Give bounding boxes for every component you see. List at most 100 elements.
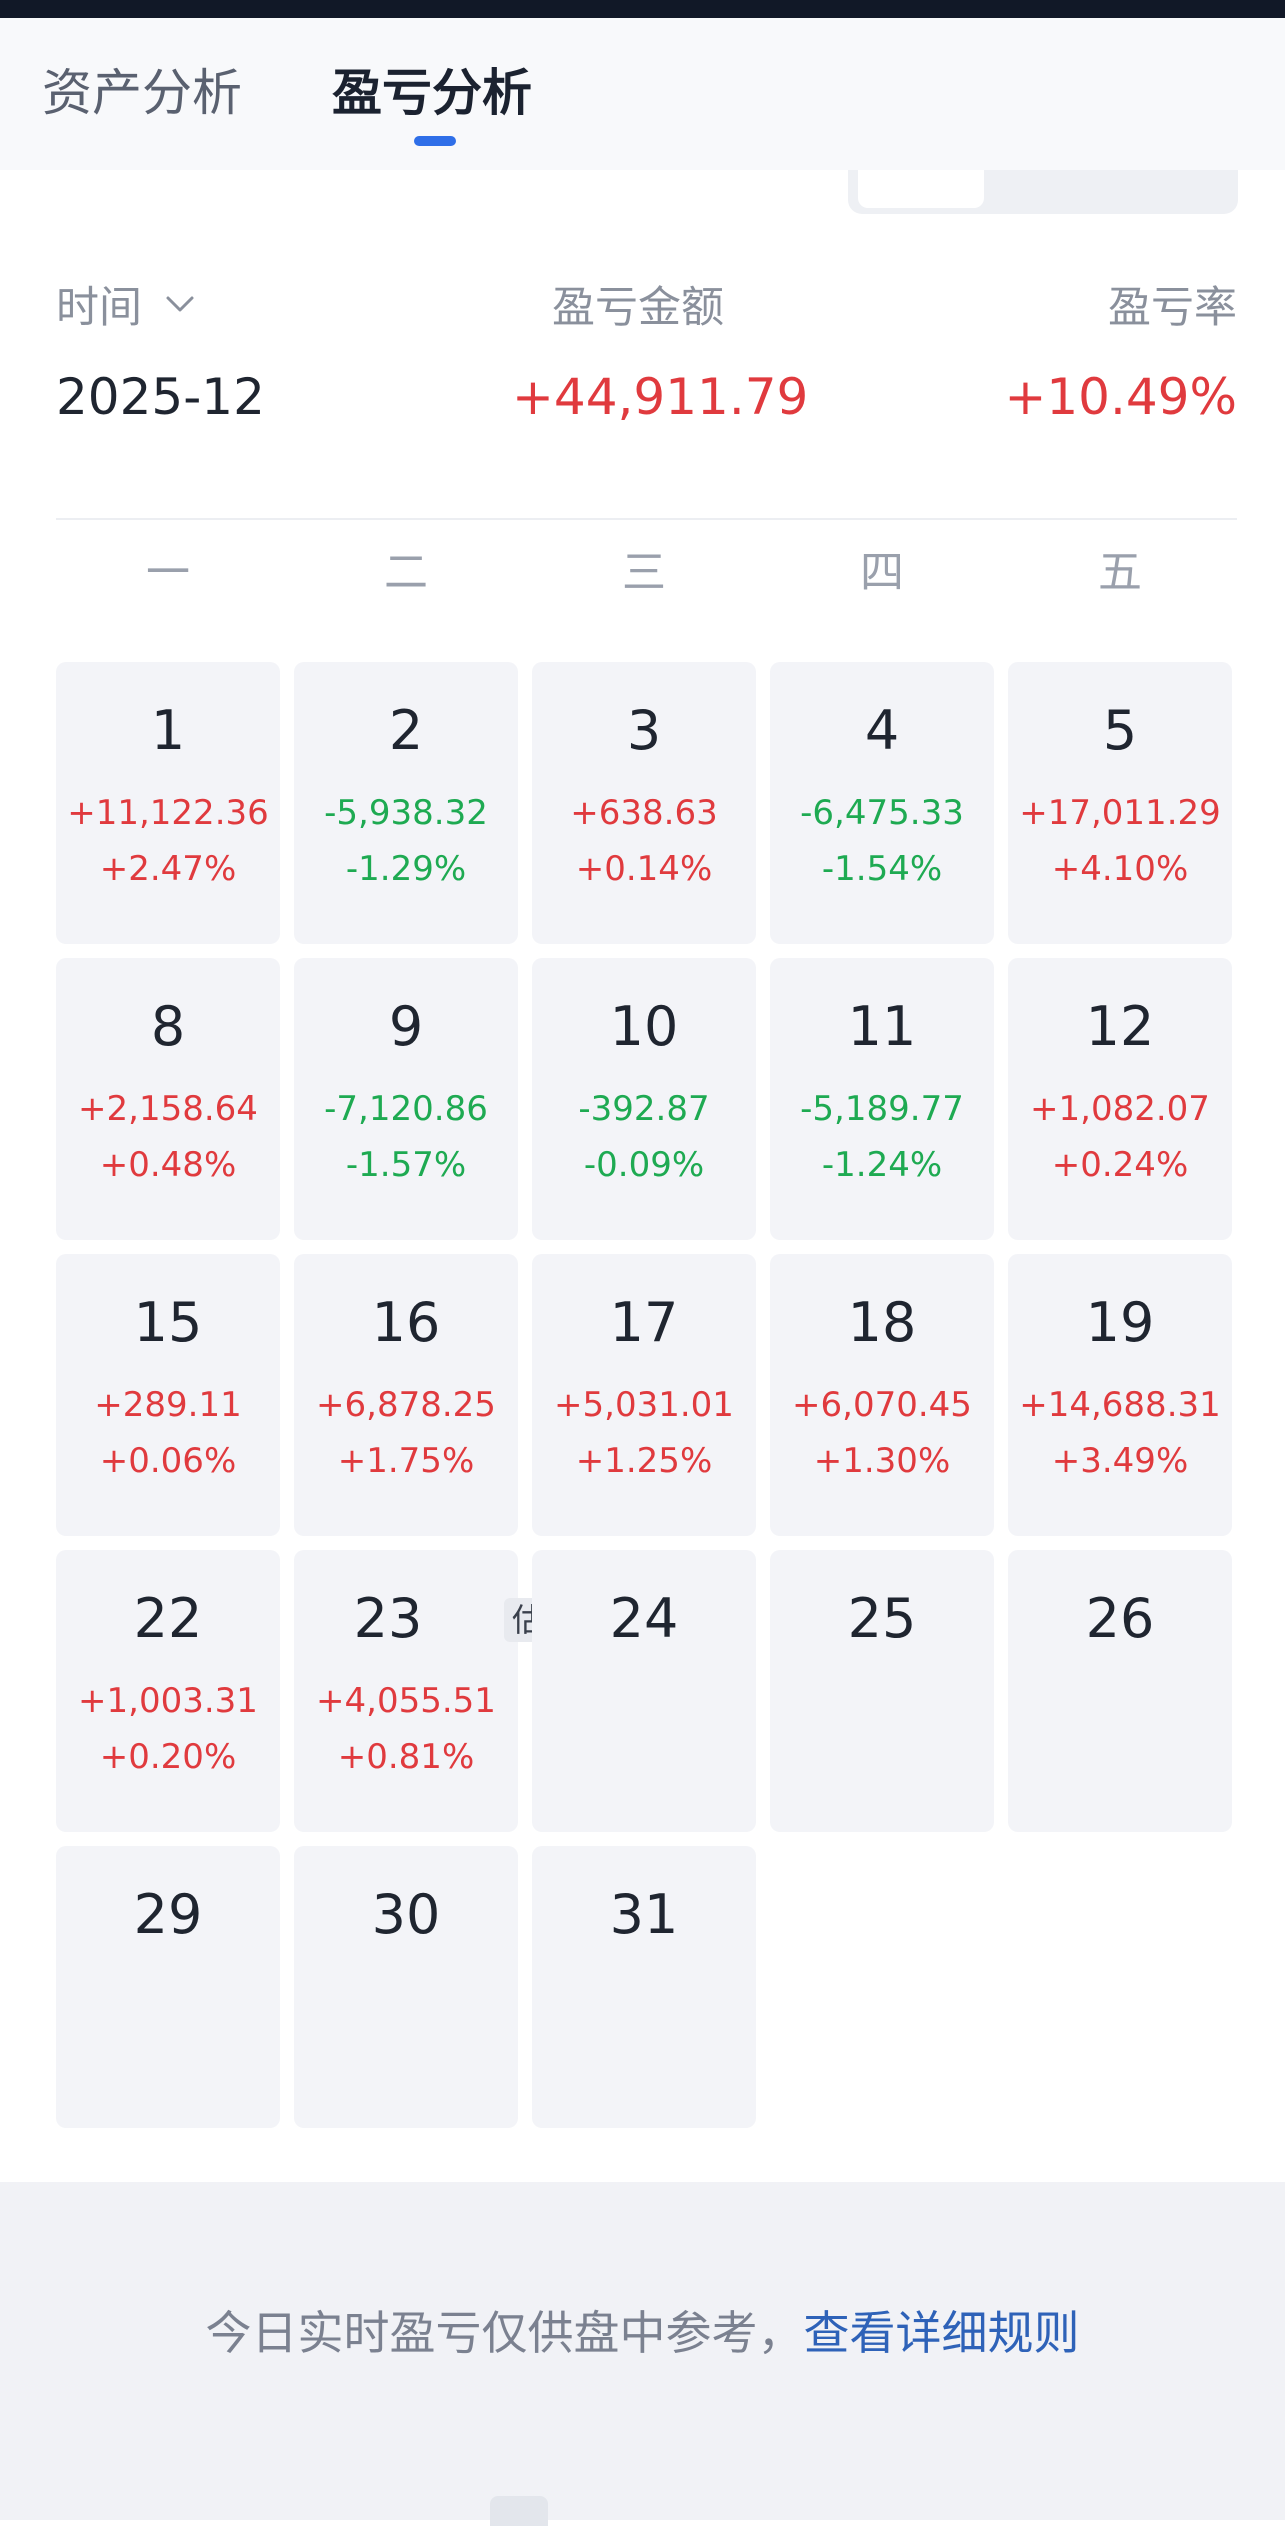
day-number: 11 [847,995,917,1058]
day-pnl-amount: -392.87 [578,1089,710,1129]
calendar-day-cell[interactable]: 2 -5,938.32 -1.29% [294,662,518,944]
calendar-day-cell[interactable]: 18 +6,070.45 +1.30% [770,1254,994,1536]
day-pnl-rate: +1.25% [575,1441,713,1481]
day-number: 9 [388,995,424,1058]
footer-note: 今日实时盈亏仅供盘中参考，查看详细规则 [0,2300,1285,2366]
day-number: 23 [353,1587,423,1650]
day-pnl-rate: +3.49% [1051,1441,1189,1481]
day-pnl-amount: +5,031.01 [554,1385,734,1425]
day-number: 26 [1085,1587,1155,1650]
calendar-day-cell[interactable]: 17 +5,031.01 +1.25% [532,1254,756,1536]
calendar-day-cell[interactable]: 16 +6,878.25 +1.75% [294,1254,518,1536]
day-number: 2 [388,699,424,762]
day-pnl-rate: +0.20% [99,1737,237,1777]
calendar-day-cell[interactable]: 23 +4,055.51 +0.81% 估 [294,1550,552,1832]
day-pnl-rate: +0.81% [337,1737,475,1777]
day-pnl-rate: +1.75% [337,1441,475,1481]
top-tab-bar: 资产分析 盈亏分析 [0,18,1285,170]
calendar-day-cell[interactable]: 24 [532,1550,756,1832]
total-pnl-amount: +44,911.79 [512,368,809,426]
calendar-day-cell[interactable]: 9 -7,120.86 -1.57% [294,958,518,1240]
day-pnl-amount: +11,122.36 [67,793,269,833]
day-pnl-rate: -1.29% [345,849,467,889]
day-number: 17 [609,1291,679,1354]
day-pnl-amount: -5,189.77 [800,1089,964,1129]
day-pnl-amount: +6,070.45 [792,1385,972,1425]
day-number: 31 [609,1883,679,1946]
day-pnl-amount: +1,003.31 [78,1681,258,1721]
view-rules-link[interactable]: 查看详细规则 [803,2306,1080,2360]
weekday-label: 二 [384,547,428,598]
total-pnl-rate: +10.49% [1004,368,1237,426]
calendar-day-cell[interactable]: 3 +638.63 +0.14% [532,662,756,944]
tab-asset-analysis[interactable]: 资产分析 [42,64,242,122]
calendar-day-cell[interactable]: 10 -392.87 -0.09% [532,958,756,1240]
day-pnl-rate: -0.09% [583,1145,705,1185]
calendar-day-cell[interactable]: 22 +1,003.31 +0.20% [56,1550,280,1832]
weekday-label: 五 [1098,547,1142,598]
calendar-day-cell[interactable]: 25 [770,1550,994,1832]
day-pnl-amount: -6,475.33 [800,793,964,833]
calendar-day-cell[interactable]: 29 [56,1846,280,2128]
rate-label: 盈亏率 [1108,283,1237,333]
day-number: 15 [133,1291,203,1354]
day-pnl-rate: -1.54% [821,849,943,889]
status-bar [0,0,1285,18]
calendar-day-cell[interactable]: 1 +11,122.36 +2.47% [56,662,280,944]
day-pnl-amount: +1,082.07 [1030,1089,1210,1129]
day-pnl-amount: +17,011.29 [1019,793,1221,833]
calendar-day-cell[interactable]: 31 [532,1846,756,2128]
day-number: 4 [864,699,900,762]
calendar-day-cell[interactable]: 26 [1008,1550,1232,1832]
divider [56,518,1237,520]
day-number: 18 [847,1291,917,1354]
day-pnl-rate: +0.48% [99,1145,237,1185]
day-number: 12 [1085,995,1155,1058]
day-pnl-amount: +14,688.31 [1019,1385,1221,1425]
day-pnl-rate: +4.10% [1051,849,1189,889]
day-pnl-rate: +0.14% [575,849,713,889]
day-pnl-amount: -5,938.32 [324,793,488,833]
day-pnl-rate: +0.06% [99,1441,237,1481]
day-number: 25 [847,1587,917,1650]
day-number: 22 [133,1587,203,1650]
day-pnl-rate: +2.47% [99,849,237,889]
day-number: 30 [371,1883,441,1946]
day-pnl-amount: +6,878.25 [316,1385,496,1425]
day-pnl-amount: +638.63 [570,793,718,833]
day-number: 3 [626,699,662,762]
footer: 今日实时盈亏仅供盘中参考，查看详细规则 [0,2182,1285,2526]
day-number: 1 [150,699,186,762]
calendar-day-cell[interactable]: 12 +1,082.07 +0.24% [1008,958,1232,1240]
weekday-label: 三 [622,547,666,598]
day-pnl-amount: +289.11 [94,1385,242,1425]
day-pnl-amount: -7,120.86 [324,1089,488,1129]
chevron-down-icon[interactable] [164,288,196,320]
day-number: 29 [133,1883,203,1946]
day-pnl-amount: +4,055.51 [316,1681,496,1721]
month-value[interactable]: 2025-12 [56,368,265,426]
amount-label: 盈亏金额 [552,283,724,333]
disclaimer-text: 今日实时盈亏仅供盘中参考， [205,2306,804,2360]
day-number: 8 [150,995,186,1058]
active-tab-indicator [414,136,456,146]
tab-pnl-analysis[interactable]: 盈亏分析 [332,64,532,122]
calendar-day-cell[interactable]: 30 [294,1846,518,2128]
day-pnl-rate: +1.30% [813,1441,951,1481]
day-pnl-rate: +0.24% [1051,1145,1189,1185]
weekday-label: 四 [860,547,904,598]
brand-logo-icon [490,2496,548,2526]
calendar-day-cell[interactable]: 11 -5,189.77 -1.24% [770,958,994,1240]
time-label[interactable]: 时间 [56,283,142,333]
day-pnl-rate: -1.24% [821,1145,943,1185]
calendar-day-cell[interactable]: 5 +17,011.29 +4.10% [1008,662,1232,944]
calendar-day-cell[interactable]: 4 -6,475.33 -1.54% [770,662,994,944]
calendar-day-cell[interactable]: 19 +14,688.31 +3.49% [1008,1254,1232,1536]
day-number: 5 [1102,699,1138,762]
day-number: 16 [371,1291,441,1354]
day-pnl-rate: -1.57% [345,1145,467,1185]
day-number: 19 [1085,1291,1155,1354]
calendar-day-cell[interactable]: 8 +2,158.64 +0.48% [56,958,280,1240]
calendar-day-cell[interactable]: 15 +289.11 +0.06% [56,1254,280,1536]
weekday-label: 一 [146,547,190,598]
